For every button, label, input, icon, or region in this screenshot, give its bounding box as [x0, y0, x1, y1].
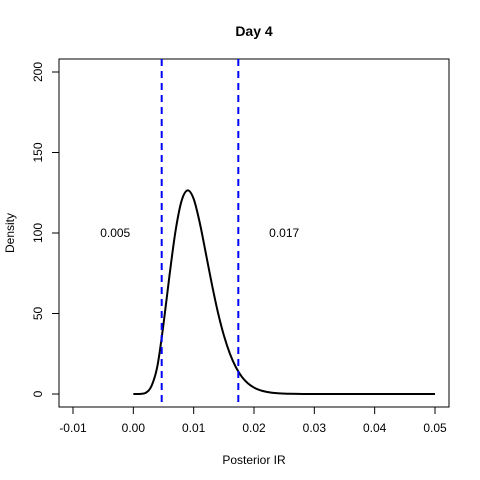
x-tick-label: 0.01 [182, 421, 206, 435]
y-axis: 0 50 100 150 200 [31, 62, 59, 398]
plot-area: 0.005 0.017 [100, 59, 435, 407]
x-tick-label: -0.01 [59, 421, 87, 435]
x-tick-label: 0.02 [242, 421, 266, 435]
x-tick-label: 0.03 [303, 421, 327, 435]
density-curve [133, 190, 435, 394]
lower-bound-label: 0.005 [100, 226, 130, 240]
x-axis: -0.01 0.00 0.01 0.02 0.03 0.04 0.05 [59, 407, 447, 435]
x-axis-label: Posterior IR [222, 453, 286, 467]
y-tick-label: 200 [31, 62, 45, 82]
x-tick-label: 0.00 [122, 421, 146, 435]
y-tick-label: 50 [31, 307, 45, 321]
y-tick-label: 150 [31, 142, 45, 162]
x-tick-label: 0.05 [423, 421, 447, 435]
x-tick-label: 0.04 [363, 421, 387, 435]
y-tick-label: 0 [31, 390, 45, 397]
chart-title: Day 4 [235, 23, 273, 39]
y-axis-label: Density [3, 213, 17, 253]
upper-bound-label: 0.017 [269, 226, 299, 240]
y-tick-label: 100 [31, 223, 45, 243]
